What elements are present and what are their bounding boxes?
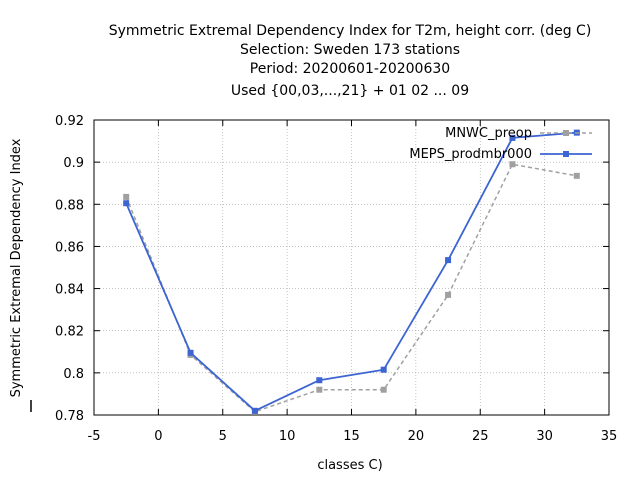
data-point	[380, 386, 387, 393]
x-tick-label: 5	[219, 429, 227, 444]
legend: MNWC_preop MEPS_prodmbr000	[409, 126, 592, 162]
series-line	[125, 131, 577, 412]
legend-swatch-marker	[563, 130, 569, 136]
y-tick-label: 0.78	[55, 409, 84, 424]
title-line-3: Period: 20200601-20200630	[250, 61, 450, 77]
data-point	[123, 200, 130, 207]
data-point	[123, 193, 130, 200]
y-tick-label: 0.82	[55, 325, 84, 340]
series-MEPS_prodmbr000	[123, 129, 580, 414]
legend-label: MEPS_prodmbr000	[409, 147, 532, 162]
legend-entry: MNWC_preop	[445, 126, 592, 141]
legend-label: MNWC_preop	[445, 126, 532, 141]
data-point	[445, 257, 452, 264]
series-line	[125, 163, 577, 413]
x-tick-label: 30	[536, 429, 553, 444]
title-line-4: Used {00,03,...,21} + 01 02 ... 09	[231, 83, 469, 99]
x-tick-label: 20	[408, 429, 425, 444]
legend-entry: MEPS_prodmbr000	[409, 147, 592, 162]
chart-title: Symmetric Extremal Dependency Index for …	[109, 23, 592, 99]
y-tick-label: 0.86	[55, 240, 84, 255]
data-point	[573, 172, 580, 179]
x-tick-label: 35	[601, 429, 618, 444]
y-tick-label: 0.92	[55, 114, 84, 129]
y-tick-label: 0.84	[55, 283, 84, 298]
data-point	[316, 386, 323, 393]
data-point	[251, 407, 258, 414]
x-tick-label: 15	[343, 429, 360, 444]
data-point	[509, 161, 516, 168]
x-tick-label: 10	[279, 429, 296, 444]
y-tick-label: 0.9	[63, 156, 84, 171]
x-tick-label: -5	[88, 429, 101, 444]
data-point	[187, 349, 194, 356]
data-point	[316, 377, 323, 384]
y-tick-label: 0.88	[55, 198, 84, 213]
legend-swatch-marker	[563, 151, 569, 157]
title-line-2: Selection: Sweden 173 stations	[240, 42, 460, 58]
y-tick-label: 0.8	[63, 367, 84, 382]
title-line-1: Symmetric Extremal Dependency Index for …	[109, 23, 592, 39]
x-tick-label: 0	[154, 429, 162, 444]
x-axis-label: classes C)	[317, 458, 382, 473]
data-point	[380, 366, 387, 373]
data-point	[445, 291, 452, 298]
x-tick-label: 25	[472, 429, 489, 444]
y-axis-label: Symmetric Extremal Dependency Index	[9, 138, 24, 397]
y-tick-labels: 0.78 0.8 0.82 0.84 0.86 0.88 0.9 0.92	[55, 114, 84, 424]
x-tick-labels: -5 0 5 10 15 20 25 30 35	[88, 429, 618, 444]
axis-ticks	[93, 119, 610, 416]
grid	[94, 120, 609, 415]
data-point	[509, 134, 516, 141]
